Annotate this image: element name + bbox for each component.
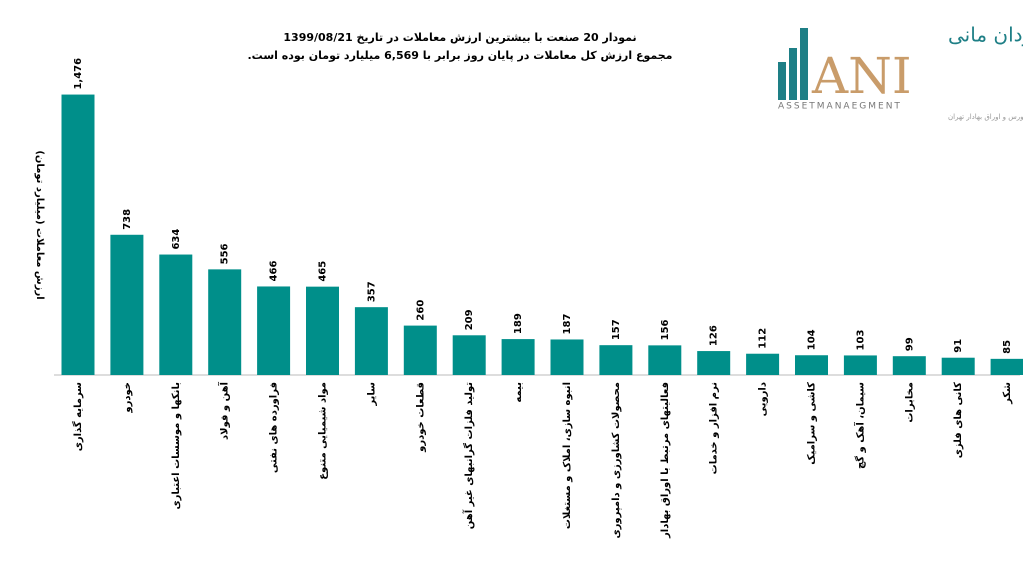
bar [941,357,975,375]
logo-bar [800,28,808,100]
bar [550,339,584,375]
bar [257,286,291,375]
x-tick-label: تولید فلزات گرانبهای غیر آهن [462,382,475,529]
x-tick-label: سرمایه گذاری [71,382,84,451]
x-tick-label: دارویی [758,382,769,416]
bar [648,345,682,375]
value-label: 260 [415,300,426,321]
chart-subtitle: مجموع ارزش کل معاملات در پایان روز برابر… [248,49,673,62]
x-tick-label: سایر [366,382,377,407]
bar [746,353,780,375]
bar [697,351,731,375]
value-label: 103 [855,330,866,351]
value-label: 209 [464,309,475,330]
logo-bar [789,48,797,100]
bar [843,355,877,375]
x-tick-label: آهن و فولاد [218,381,231,440]
bar [501,339,535,375]
value-label: 466 [269,261,280,282]
logo-mark: ANI [811,47,912,105]
x-tick-label: مواد شیمیایی متنوع [318,382,329,480]
x-tick-label: بیمه [513,382,524,403]
x-tick-label: قطعات خودرو [415,382,426,453]
bar [208,269,242,375]
bar [990,358,1023,375]
x-tick-label: فراورده های نفتی [269,382,280,473]
bar [306,286,339,375]
value-label: 556 [220,243,231,264]
bar [61,94,95,375]
x-tick-label: نرم افزار و خدمات [709,382,720,474]
x-tick-label: بانکها و موسسات اعتباری [171,382,182,509]
value-label: 1,476 [73,58,84,90]
value-label: 91 [953,339,964,353]
logo-english: ASSETMANAEGMENT [778,102,902,112]
bar [110,234,144,375]
logo: سبدگردان مانی ANI ASSETMANAEGMENT تحت نظ… [778,23,1023,121]
logo-bar [778,62,786,100]
value-label: 112 [758,328,769,349]
bar [354,307,388,375]
value-label: 104 [807,329,818,350]
value-label: 126 [709,325,720,346]
value-label: 156 [660,319,671,340]
x-tick-label: خودرو [122,382,133,414]
x-tick-label: کانی های فلزی [953,382,964,458]
x-tick-label: شکر [1002,382,1013,405]
x-tick-label: کاشی و سرامیک [807,382,818,465]
bar [892,356,926,375]
logo-subtitle: تحت نظارت سازمان بورس و اوراق بهادار تهر… [948,113,1023,121]
bar [159,254,193,375]
bar [599,345,633,375]
chart-title: نمودار 20 صنعت با بیشترین ارزش معاملات د… [283,31,636,44]
value-label: 187 [562,314,573,335]
value-label: 465 [318,261,329,282]
y-axis-label: ارزش معاملات (میلیارد تومان) [34,150,45,299]
x-tick-label: فعالیتهای مرتبط با اوراق بهادار [660,382,671,539]
x-tick-label: محصولات کشاورزی و دامپروری [611,382,622,539]
x-tick-label: سیمان، آهک و گچ [853,382,866,469]
value-label: 157 [611,319,622,340]
bar [452,335,486,375]
bar [795,355,828,375]
value-label: 634 [171,229,182,250]
value-label: 189 [513,313,524,334]
value-label: 85 [1002,340,1013,354]
value-label: 738 [122,209,133,230]
value-label: 99 [904,337,915,351]
x-tick-label: انبوه سازی، املاک و مستغلات [562,382,573,529]
value-label: 357 [366,281,377,302]
logo-title: سبدگردان مانی [948,23,1023,47]
bar [403,325,437,375]
x-tick-label: مخابرات [904,382,915,423]
